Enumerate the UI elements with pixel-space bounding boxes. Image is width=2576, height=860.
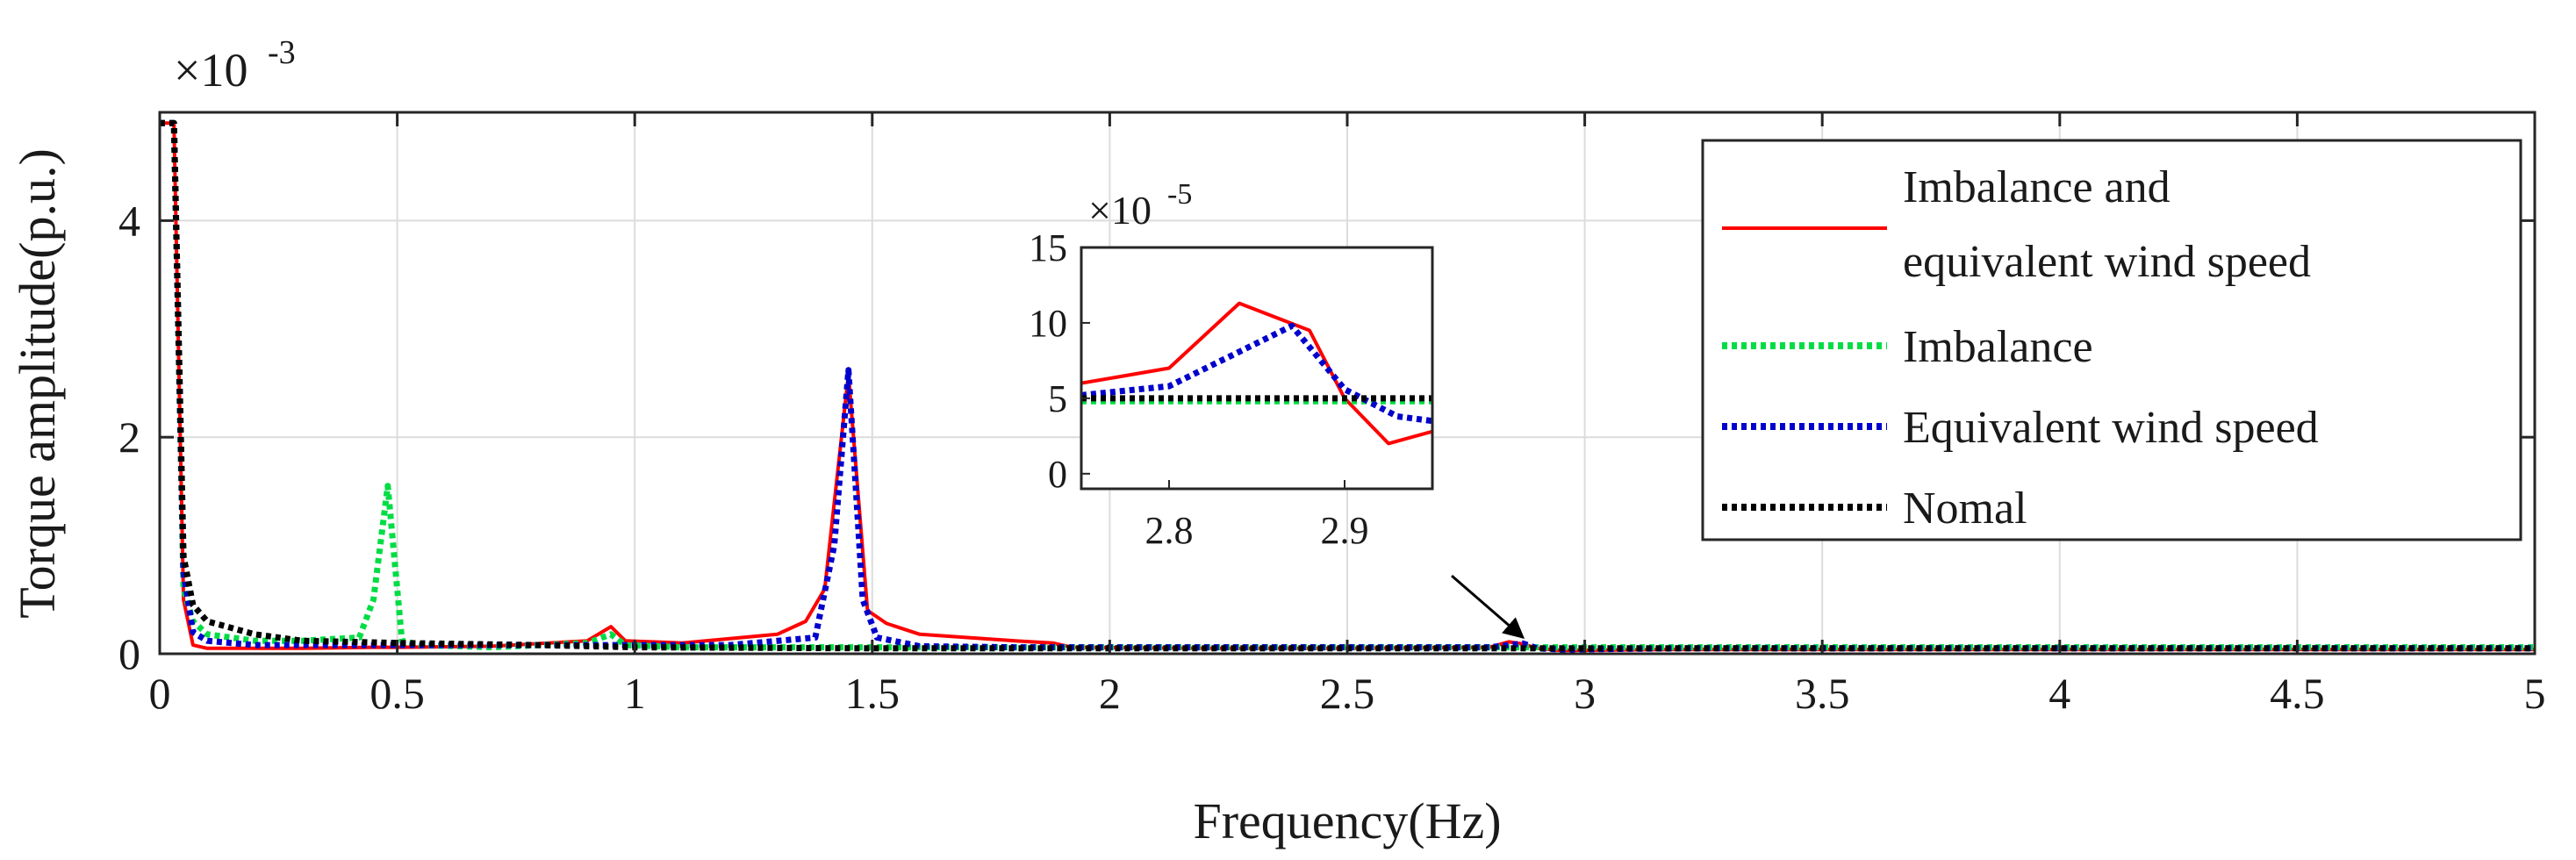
x-tick-label: 2.5	[1320, 669, 1375, 718]
inset-chart: 2.8 2.9 0 5 10 15 ×10 -5	[1029, 178, 1434, 552]
y-multiplier-base: ×10	[174, 44, 248, 97]
x-tick-label: 0.5	[370, 669, 425, 718]
x-axis-label: Frequency(Hz)	[1193, 792, 1501, 849]
x-tick-label: 1	[624, 669, 646, 718]
y-multiplier: ×10 -3	[174, 34, 296, 97]
x-tick-label: 5	[2524, 669, 2546, 718]
main-plot-area	[160, 119, 2535, 653]
inset-y-tick-label: 10	[1029, 302, 1067, 345]
inset-plot-area	[1081, 301, 1432, 446]
x-tick-label: 0	[149, 669, 171, 718]
y-axis-label: Torque amplitude(p.u.)	[9, 148, 66, 619]
x-tick-label: 2	[1099, 669, 1121, 718]
inset-axes-frame	[1080, 246, 1434, 491]
x-tick-label: 3.5	[1795, 669, 1850, 718]
main-ticks: 0 0.5 1 1.5 2 2.5 3 3.5 4 4.5 5 0 2 4	[118, 112, 2546, 718]
inset-x-tick-label: 2.8	[1145, 509, 1194, 552]
legend-label-equivalent-wind-speed: Equivalent wind speed	[1903, 403, 2319, 453]
inset-y-multiplier-exponent: -5	[1167, 178, 1192, 211]
inset-y-multiplier-base: ×10	[1088, 188, 1152, 233]
inset-background	[1081, 247, 1432, 489]
x-tick-label: 4.5	[2270, 669, 2325, 718]
y-tick-label: 4	[118, 196, 140, 245]
callout-arrow	[1451, 575, 1525, 640]
y-tick-label: 0	[118, 629, 140, 678]
x-tick-label: 3	[1574, 669, 1596, 718]
legend-label-imbalance-and-equivalent-wind-speed: equivalent wind speed	[1903, 237, 2311, 287]
inset-series-line-imbalance-and-equivalent-wind-speed	[1081, 301, 1432, 446]
inset-y-tick-label: 5	[1048, 377, 1067, 420]
legend-box	[1701, 139, 2522, 541]
legend-label-imbalance-and-equivalent-wind-speed: Imbalance and	[1903, 162, 2171, 212]
y-multiplier-exponent: -3	[268, 34, 296, 71]
annotations	[1451, 575, 1525, 640]
x-tick-label: 1.5	[845, 669, 901, 718]
inset-y-tick-label: 0	[1048, 453, 1067, 496]
x-tick-label: 4	[2049, 669, 2070, 718]
inset-ticks: 2.8 2.9 0 5 10 15	[1029, 226, 1369, 552]
inset-x-tick-label: 2.9	[1321, 509, 1369, 552]
legend: Imbalance and equivalent wind speed Imbala…	[1701, 139, 2522, 541]
y-tick-label: 2	[118, 412, 140, 462]
legend-label-nomal: Nomal	[1903, 484, 2027, 534]
legend-label-imbalance: Imbalance	[1903, 322, 2093, 372]
series-line-nomal	[160, 119, 2535, 652]
inset-y-tick-label: 15	[1029, 226, 1067, 269]
